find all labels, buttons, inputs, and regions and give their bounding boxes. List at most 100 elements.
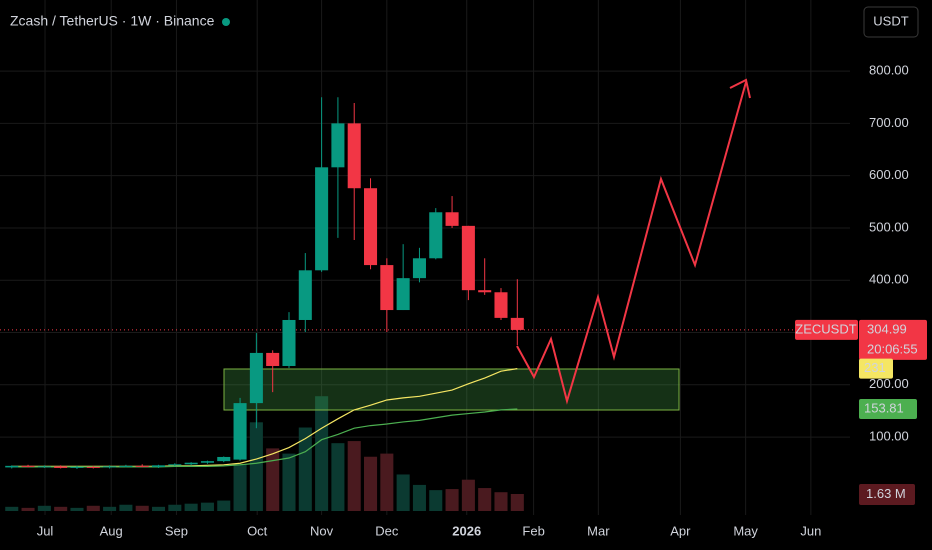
candle-body xyxy=(119,465,133,467)
volume-bar xyxy=(331,443,345,511)
volume-bar xyxy=(266,448,280,511)
volume-bar xyxy=(396,474,410,511)
support-zone xyxy=(223,368,680,411)
x-tick-label: Jul xyxy=(37,523,54,538)
volume-value-label: 1.63 M xyxy=(866,486,906,501)
volume-bar xyxy=(5,506,19,511)
grid xyxy=(0,0,850,515)
volume-bar xyxy=(445,489,459,511)
volume-value-box xyxy=(859,484,915,505)
ma-line xyxy=(11,408,518,468)
volume-bar xyxy=(54,506,68,511)
x-tick-label: Mar xyxy=(587,523,610,538)
ma-value-box xyxy=(859,398,917,419)
volume-bar xyxy=(103,506,117,511)
y-tick-label: 100.00 xyxy=(869,429,909,444)
currency-label[interactable]: USDT xyxy=(873,13,908,28)
candle-body xyxy=(429,212,443,259)
x-tick-label: Sep xyxy=(165,523,188,538)
candle-body xyxy=(249,352,263,404)
candle-body xyxy=(412,258,426,279)
candle-body xyxy=(494,292,508,318)
volume-bar xyxy=(347,441,361,511)
candles xyxy=(5,97,524,469)
volume-bar xyxy=(200,502,214,511)
y-tick-label: 500.00 xyxy=(869,219,909,234)
candle-body xyxy=(266,352,280,366)
volume-bar xyxy=(364,456,378,511)
x-tick-label: Jun xyxy=(800,523,821,538)
volume-bar xyxy=(494,492,508,511)
ma-value-label: 231 xyxy=(864,360,886,375)
status-dot xyxy=(222,18,230,26)
y-tick-label: 600.00 xyxy=(869,167,909,182)
candle-body xyxy=(184,462,198,465)
y-tick-label: 800.00 xyxy=(869,63,909,78)
symbol-label-box xyxy=(795,319,858,340)
currency-button-frame[interactable] xyxy=(863,6,919,38)
volume-bar xyxy=(298,427,312,511)
candle-body xyxy=(315,167,329,271)
candle-body xyxy=(461,225,475,291)
projection-arrowhead xyxy=(729,78,751,99)
volume-bar xyxy=(86,505,100,511)
candle-body xyxy=(151,465,166,467)
candle-body xyxy=(298,270,312,320)
x-tick-label: 2026 xyxy=(452,523,481,538)
projection-path xyxy=(516,81,747,405)
volume-bar xyxy=(184,503,198,511)
candle-body xyxy=(168,464,182,466)
currency-button[interactable]: USDT xyxy=(863,6,919,38)
volume-bar xyxy=(168,504,182,511)
y-tick-label: 200.00 xyxy=(869,376,909,391)
volume-bar xyxy=(429,490,443,511)
volume-bar xyxy=(151,506,166,511)
candle-body xyxy=(103,466,117,468)
candle-body xyxy=(396,278,410,311)
last-price-box xyxy=(859,319,927,360)
volume-bar xyxy=(380,453,394,511)
last-price-label: 304.99 xyxy=(867,321,907,336)
volume-bar xyxy=(119,504,133,511)
x-tick-label: Nov xyxy=(310,523,334,538)
candle-body xyxy=(54,466,68,468)
candle-body xyxy=(135,465,149,467)
ma-value-box xyxy=(859,358,893,379)
price-labels: ZECUSDT 304.99 20:06:55 231 153.81 1.63 M xyxy=(795,319,927,505)
candle-body xyxy=(70,466,84,468)
volume-bar xyxy=(412,484,426,511)
candle-body xyxy=(86,466,100,468)
volume-bar xyxy=(37,505,51,511)
candle-body xyxy=(282,319,296,366)
candle-body xyxy=(510,317,524,330)
candle-body xyxy=(364,188,378,266)
y-tick-label: 700.00 xyxy=(869,115,909,130)
candle-body xyxy=(331,123,345,168)
volume-bar xyxy=(315,396,329,511)
ma-value-label: 153.81 xyxy=(864,400,904,415)
x-tick-label: Oct xyxy=(247,523,268,538)
symbol-label: ZECUSDT xyxy=(795,321,856,336)
volume-bar xyxy=(217,500,231,511)
x-tick-label: Apr xyxy=(670,523,691,538)
x-tick-label: Dec xyxy=(375,523,399,538)
volume-bar xyxy=(478,488,492,511)
x-tick-label: Aug xyxy=(100,523,123,538)
candle-body xyxy=(217,456,231,462)
volume-bar xyxy=(282,453,296,511)
volume-bar xyxy=(70,507,84,511)
countdown-label: 20:06:55 xyxy=(867,341,918,356)
x-tick-label: May xyxy=(733,523,758,538)
candle-body xyxy=(347,123,361,189)
x-tick-label: Feb xyxy=(522,523,544,538)
candle-body xyxy=(200,461,214,463)
price-axis xyxy=(850,0,932,550)
volume-bar xyxy=(135,505,149,511)
y-tick-label: 400.00 xyxy=(869,272,909,287)
candle-body xyxy=(445,212,459,226)
volume-bar xyxy=(21,507,35,511)
volume-bar xyxy=(510,493,524,511)
candle-body xyxy=(37,466,51,468)
